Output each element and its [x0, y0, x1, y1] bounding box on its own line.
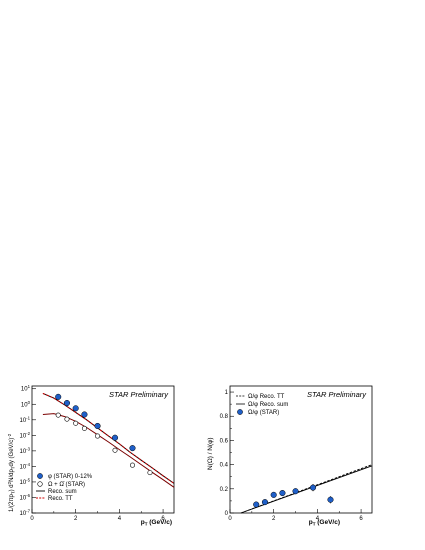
right-axis-ticks: 0 2 4 6 0 0.2 0.4 0.6 0.8 1: [220, 390, 364, 522]
left-point-omega: [95, 433, 101, 439]
legend-label-omega: Ω + Ω̄ (STAR): [48, 482, 85, 488]
left-y-tick-label: 101: [21, 384, 31, 393]
right-point-ratio: [279, 489, 286, 497]
right-point-ratio: [253, 501, 260, 508]
right-x-axis-label: pT (GeV/c): [309, 519, 340, 527]
left-point-omega: [55, 412, 61, 418]
left-point-omega: [147, 470, 153, 476]
left-point-phi: [72, 405, 79, 412]
left-x-tick-label: 4: [118, 516, 122, 522]
left-point-omega: [73, 420, 79, 426]
right-panel: 0 2 4 6 0 0.2 0.4 0.6 0.8 1 STAR Preliminary pT (…: [207, 385, 373, 527]
legend-marker-phi: [37, 473, 43, 479]
right-y-tick-label: 0.6: [220, 438, 229, 444]
right-point-ratio: [292, 488, 299, 495]
left-y-axis-label: 1/(2πpT) d2N/dpTdy (GeV/c)-2: [7, 433, 16, 512]
left-point-phi: [55, 393, 62, 400]
left-x-tick-label: 2: [74, 516, 78, 522]
left-preliminary-label: STAR Preliminary: [109, 390, 169, 399]
right-y-tick-label: 0.8: [220, 414, 229, 420]
right-y-axis-label: N(Ω) / N(φ): [207, 437, 214, 470]
right-point-ratio: [327, 496, 334, 503]
legend-label-reco-tt: Reco. TT: [48, 496, 73, 502]
right-series-group: [240, 464, 373, 514]
right-x-tick-label: 2: [272, 516, 276, 522]
left-legend: φ (STAR) 0-12% Ω + Ω̄ (STAR) Reco. sum R…: [36, 473, 93, 502]
left-series-group: [42, 392, 175, 488]
left-y-tick-label: 10-7: [19, 509, 30, 518]
right-x-tick-label: 6: [359, 516, 363, 522]
left-axis-ticks: 0 2 4 6 10-7 10-6 10-5 10-4 10-3 10-2 10-1 100 101: [19, 384, 165, 522]
right-y-tick-label: 0: [225, 511, 229, 517]
left-series-line-2: [42, 392, 175, 484]
left-x-tick-label: 6: [161, 516, 165, 522]
right-series-line-1: [240, 465, 373, 514]
left-point-omega: [64, 416, 70, 422]
left-y-tick-label: 10-6: [19, 493, 30, 502]
right-point-ratio: [270, 491, 277, 498]
right-legend: Ω/φ Reco. TT Ω/φ Reco. sum Ω/φ (STAR): [236, 394, 288, 416]
legend-label-ratio-sum: Ω/φ Reco. sum: [248, 402, 288, 408]
left-point-phi: [63, 399, 71, 407]
left-plot-frame: [31, 385, 175, 514]
left-x-tick-label: 0: [30, 516, 34, 522]
left-y-tick-label: 10-3: [19, 446, 30, 455]
right-point-ratio: [261, 499, 269, 506]
left-point-omega: [112, 447, 118, 453]
right-point-ratio: [309, 484, 317, 491]
right-preliminary-label: STAR Preliminary: [307, 390, 367, 399]
right-x-tick-label: 0: [228, 516, 232, 522]
left-y-tick-label: 10-2: [19, 431, 30, 440]
left-point-phi: [129, 445, 136, 452]
legend-marker-omega: [37, 481, 43, 487]
left-point-phi: [81, 411, 88, 418]
legend-label-ratio-star: Ω/φ (STAR): [248, 410, 279, 416]
left-y-tick-label: 10-1: [19, 415, 30, 424]
legend-marker-ratio-star: [237, 409, 243, 415]
left-panel: 0 2 4 6 10-7 10-6 10-5 10-4 10-3 10-2 10-1 100 101 S…: [7, 384, 175, 527]
right-y-tick-label: 1: [225, 390, 229, 396]
legend-label-reco-sum: Reco. sum: [48, 489, 77, 495]
legend-label-ratio-tt: Ω/φ Reco. TT: [248, 394, 285, 400]
left-y-tick-label: 10-4: [19, 462, 30, 471]
right-plot-frame: [229, 385, 373, 514]
legend-label-phi: φ (STAR) 0-12%: [48, 474, 93, 480]
left-y-tick-label: 10-5: [19, 477, 30, 486]
left-y-tick-label: 100: [21, 400, 31, 409]
left-x-axis-label: pT (GeV/c): [141, 519, 172, 527]
right-series-line-0: [240, 464, 373, 514]
left-point-omega: [129, 462, 135, 468]
left-point-phi: [94, 422, 101, 430]
left-point-phi: [111, 434, 119, 441]
right-y-tick-label: 0.2: [220, 487, 229, 493]
right-x-tick-label: 4: [316, 516, 320, 522]
left-point-omega: [81, 425, 87, 431]
right-y-tick-label: 0.4: [220, 463, 229, 469]
